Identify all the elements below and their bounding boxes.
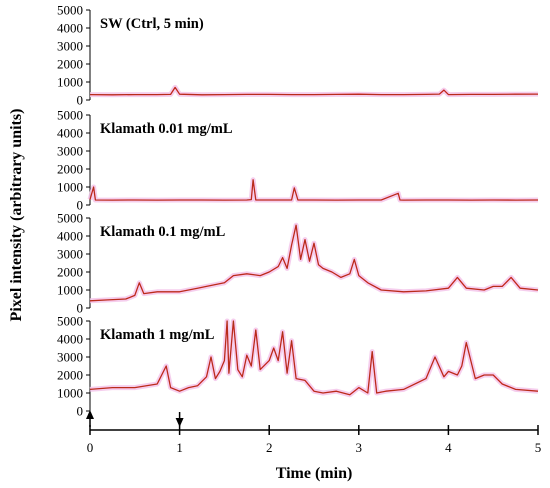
panel-2: 0 1000 2000 3000 4000 5000 Klamath 0.01 mg/mL bbox=[57, 108, 539, 213]
x-tick-label: 3 bbox=[356, 440, 363, 455]
y-tick-label: 5000 bbox=[57, 108, 83, 123]
arrow-head bbox=[175, 418, 184, 427]
panel-3: 0 1000 2000 3000 4000 5000 Klamath 0.1 mg/mL bbox=[57, 211, 539, 316]
series-line-core bbox=[89, 179, 539, 201]
series-line bbox=[89, 179, 539, 201]
panels: 0 1000 2000 3000 4000 5000 SW (Ctrl, 5 min) 0 10… bbox=[57, 3, 539, 419]
y-tick-label: 1000 bbox=[57, 75, 83, 90]
x-tick-label: 2 bbox=[266, 440, 273, 455]
y-tick-label: 1000 bbox=[57, 283, 83, 298]
up-arrow-icon bbox=[86, 410, 94, 427]
y-tick-label: 0 bbox=[77, 301, 84, 316]
y-tick-label: 4000 bbox=[57, 229, 83, 244]
x-tick-label: 5 bbox=[535, 440, 542, 455]
panel-label: Klamath 0.1 mg/mL bbox=[100, 224, 226, 240]
arrow-head bbox=[86, 410, 94, 419]
y-tick-label: 0 bbox=[77, 198, 84, 213]
series-line-core bbox=[89, 320, 539, 396]
series-halo bbox=[89, 84, 539, 98]
y-tick-label: 2000 bbox=[57, 265, 83, 280]
y-tick-label: 4000 bbox=[57, 126, 83, 141]
y-tick-label: 5000 bbox=[57, 314, 83, 329]
y-tick-label: 3000 bbox=[57, 39, 83, 54]
y-tick-label: 3000 bbox=[57, 247, 83, 262]
y-axis-title: Pixel intensity (arbitrary units) bbox=[8, 109, 25, 322]
y-tick-label: 0 bbox=[77, 93, 84, 108]
time-markers bbox=[86, 410, 184, 427]
y-tick-label: 1000 bbox=[57, 386, 83, 401]
y-tick-label: 5000 bbox=[57, 3, 83, 18]
y-tick-label: 0 bbox=[77, 404, 84, 419]
panel-1: 0 1000 2000 3000 4000 5000 SW (Ctrl, 5 min) bbox=[57, 3, 539, 108]
panel-label: Klamath 1 mg/mL bbox=[100, 327, 215, 343]
series-line-core bbox=[89, 87, 539, 96]
y-tick-label: 3000 bbox=[57, 144, 83, 159]
panel-label: SW (Ctrl, 5 min) bbox=[100, 16, 204, 32]
series-line-core bbox=[89, 224, 539, 302]
x-tick-label: 4 bbox=[445, 440, 452, 455]
x-axis-title: Time (min) bbox=[276, 465, 353, 482]
y-tick-label: 5000 bbox=[57, 211, 83, 226]
x-tick-label: 0 bbox=[87, 440, 94, 455]
y-tick-label: 2000 bbox=[57, 368, 83, 383]
x-tick-label: 1 bbox=[176, 440, 183, 455]
y-tick-label: 2000 bbox=[57, 162, 83, 177]
series-halo bbox=[87, 177, 539, 203]
down-arrow-icon bbox=[175, 412, 184, 427]
y-tick-label: 2000 bbox=[57, 57, 83, 72]
y-tick-label: 4000 bbox=[57, 332, 83, 347]
x-axis: 0 1 2 3 4 5 bbox=[87, 425, 542, 455]
panel-4: 0 1000 2000 3000 4000 5000 Klamath 1 mg/mL bbox=[57, 314, 539, 419]
y-tick-label: 4000 bbox=[57, 21, 83, 36]
y-tick-label: 3000 bbox=[57, 350, 83, 365]
panel-label: Klamath 0.01 mg/mL bbox=[100, 121, 233, 137]
y-tick-label: 1000 bbox=[57, 180, 83, 195]
